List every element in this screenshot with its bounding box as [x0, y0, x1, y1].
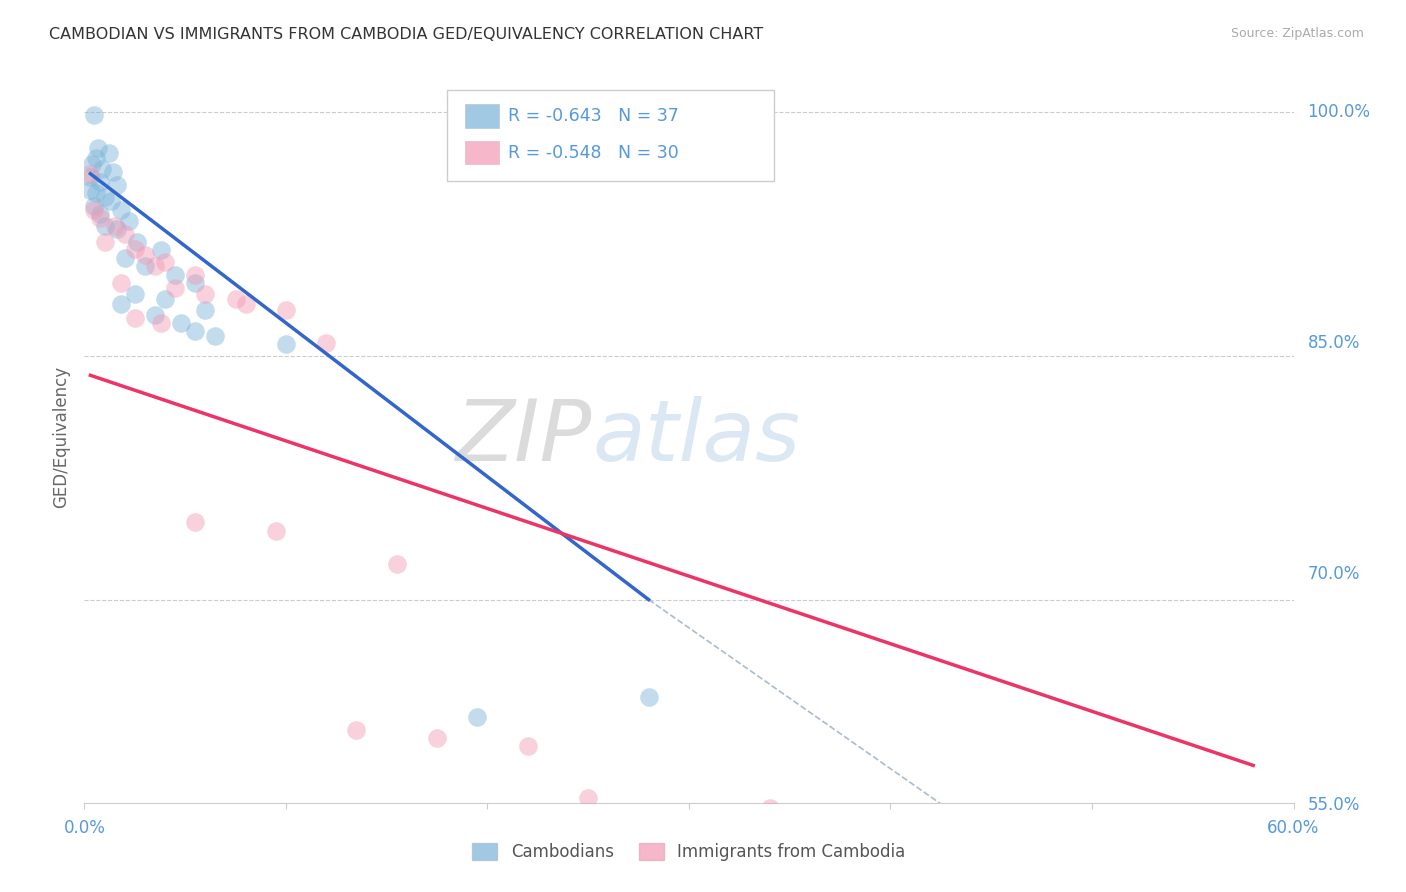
Point: [204, 329, 226, 343]
Text: R = -0.548   N = 30: R = -0.548 N = 30: [508, 144, 678, 161]
Point: [264, 524, 287, 539]
Point: [97, 145, 120, 160]
Point: [101, 165, 124, 179]
Point: [91, 161, 114, 176]
Text: CAMBODIAN VS IMMIGRANTS FROM CAMBODIA GED/EQUIVALENCY CORRELATION CHART: CAMBODIAN VS IMMIGRANTS FROM CAMBODIA GE…: [49, 27, 763, 42]
Point: [467, 709, 489, 723]
Point: [194, 287, 217, 301]
Point: [929, 869, 952, 883]
Bar: [465, 104, 499, 128]
Point: [125, 235, 148, 249]
Point: [346, 723, 368, 737]
Point: [118, 214, 141, 228]
Point: [315, 335, 337, 350]
Point: [170, 316, 193, 330]
Point: [124, 311, 146, 326]
Legend: Cambodians, Immigrants from Cambodia: Cambodians, Immigrants from Cambodia: [465, 836, 912, 868]
Point: [110, 297, 132, 311]
Point: [114, 227, 136, 241]
Point: [104, 219, 127, 233]
Point: [184, 325, 207, 339]
Point: [225, 292, 247, 306]
Point: [758, 800, 780, 814]
Point: [89, 211, 111, 225]
Point: [274, 337, 297, 351]
Point: [576, 791, 599, 805]
Point: [184, 268, 207, 282]
Point: [105, 222, 128, 236]
Point: [105, 178, 128, 193]
Point: [89, 175, 111, 189]
Point: [83, 199, 105, 213]
Point: [165, 268, 187, 282]
Point: [184, 515, 207, 529]
Point: [124, 287, 146, 301]
Point: [93, 189, 115, 203]
Point: [93, 235, 115, 249]
Text: ZIP: ZIP: [456, 395, 592, 479]
Text: atlas: atlas: [592, 395, 800, 479]
Text: Source: ZipAtlas.com: Source: ZipAtlas.com: [1230, 27, 1364, 40]
Point: [385, 557, 408, 571]
Point: [83, 202, 105, 217]
Point: [82, 157, 104, 171]
Point: [134, 260, 156, 274]
Point: [114, 252, 136, 266]
Point: [149, 316, 172, 330]
Point: [184, 276, 207, 290]
Point: [86, 186, 108, 201]
Point: [153, 254, 176, 268]
Point: [426, 731, 449, 745]
Point: [83, 108, 105, 122]
Point: [79, 167, 101, 181]
Point: [516, 739, 538, 753]
Text: R = -0.643   N = 37: R = -0.643 N = 37: [508, 107, 679, 125]
Point: [79, 183, 101, 197]
Point: [143, 260, 166, 274]
Point: [110, 276, 132, 290]
Point: [100, 194, 122, 209]
Point: [89, 207, 111, 221]
Bar: [465, 141, 499, 164]
Point: [143, 308, 166, 322]
Point: [110, 202, 132, 217]
FancyBboxPatch shape: [447, 90, 773, 181]
Y-axis label: GED/Equivalency: GED/Equivalency: [52, 366, 70, 508]
Point: [86, 151, 108, 165]
Point: [149, 243, 172, 257]
Point: [87, 141, 110, 155]
Point: [93, 219, 115, 233]
Point: [134, 248, 156, 262]
Point: [79, 169, 101, 184]
Point: [124, 242, 146, 256]
Point: [153, 292, 176, 306]
Point: [235, 297, 257, 311]
Point: [194, 303, 217, 318]
Point: [274, 303, 297, 318]
Point: [637, 690, 659, 705]
Point: [165, 280, 187, 294]
